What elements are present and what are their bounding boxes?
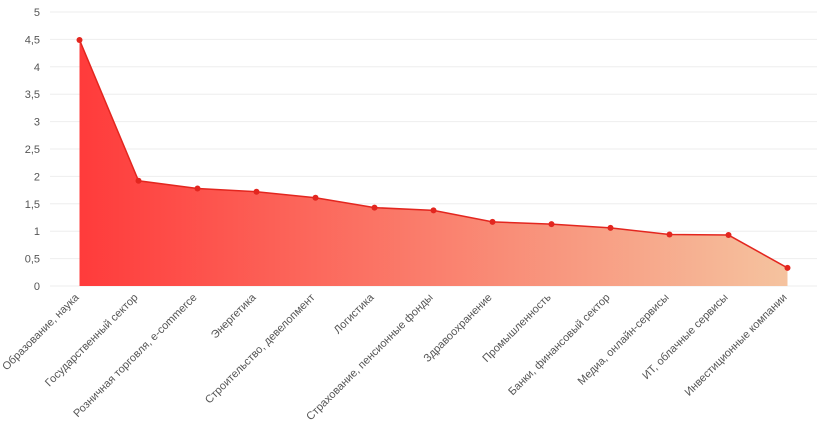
area (79, 39, 788, 287)
y-tick-label: 3 (34, 117, 40, 129)
marker (371, 204, 378, 211)
y-tick-label: 2 (34, 171, 40, 183)
y-tick-label: 3,5 (25, 89, 40, 101)
y-tick-label: 0 (34, 281, 40, 293)
marker (135, 177, 142, 184)
marker (430, 207, 437, 214)
x-tick-label: Страхование, пенсионные фонды (304, 292, 435, 423)
y-tick-label: 1,5 (25, 199, 40, 211)
x-tick-label: Логистика (332, 291, 377, 336)
marker (76, 36, 83, 43)
x-tick-label: Инвестиционные компании (683, 292, 790, 399)
x-tick-label: Банки, финансовый сектор (506, 292, 612, 398)
x-tick-label: Строительство, девелопмент (203, 292, 318, 407)
y-tick-label: 4,5 (25, 34, 40, 46)
x-tick-label: Розничная торговля, e-commerce (71, 292, 199, 420)
marker (666, 231, 673, 238)
marker (607, 224, 614, 231)
marker (194, 185, 201, 192)
x-tick-label: Энергетика (209, 291, 259, 341)
marker (489, 218, 496, 225)
marker (725, 232, 732, 239)
y-tick-label: 4 (34, 62, 40, 74)
marker (253, 188, 260, 195)
marker (312, 194, 319, 201)
y-tick-label: 5 (34, 7, 40, 19)
marker (784, 264, 791, 271)
y-tick-label: 0,5 (25, 254, 40, 266)
marker (548, 221, 555, 228)
y-tick-label: 2,5 (25, 144, 40, 156)
y-tick-label: 1 (34, 226, 40, 238)
